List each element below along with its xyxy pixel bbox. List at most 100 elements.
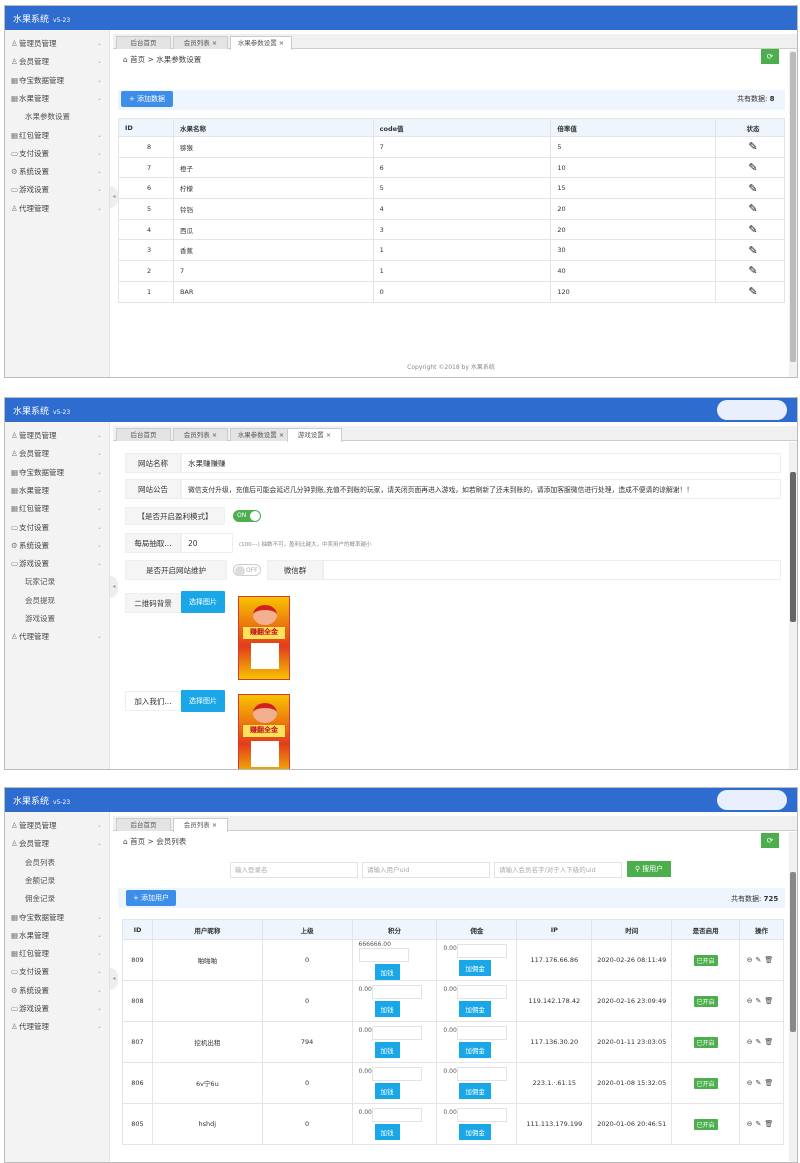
sidebar-collapse-handle[interactable]: ◂ bbox=[110, 576, 118, 598]
tab[interactable]: 水果参数设置 × bbox=[230, 36, 292, 50]
sidebar-item[interactable]: ▦ ⌄ 夺宝数据管理 bbox=[5, 909, 110, 927]
edit-icon[interactable]: ✎ bbox=[755, 1079, 765, 1087]
delete-icon[interactable]: 🗑 bbox=[764, 997, 777, 1005]
sidebar-item[interactable]: ⚙ ⌄ 系统设置 bbox=[5, 163, 110, 181]
status-badge[interactable]: 已开启 bbox=[693, 1036, 718, 1048]
sidebar-subitem[interactable]: 会员提现 bbox=[5, 592, 110, 610]
delete-icon[interactable]: 🗑 bbox=[764, 1079, 777, 1087]
status-badge[interactable]: 已开启 bbox=[693, 954, 718, 966]
draw-input[interactable]: 20 bbox=[181, 533, 233, 553]
status-badge[interactable]: 已开启 bbox=[693, 995, 718, 1007]
edit-icon[interactable]: ✎ bbox=[755, 1120, 765, 1128]
notice-input[interactable]: 微信支付升级，充值后可能会延迟几分钟到账,充值不到账的玩家，请关闭页面再进入游戏… bbox=[181, 479, 781, 499]
tab[interactable]: 后台首页 bbox=[116, 36, 171, 49]
edit-pencil-icon[interactable]: ✎ bbox=[748, 285, 758, 299]
commission-amount-input[interactable] bbox=[456, 1026, 507, 1040]
tab[interactable]: 游戏设置 × bbox=[287, 428, 342, 442]
add-user-button[interactable]: + 添加用户 bbox=[126, 890, 176, 906]
view-icon[interactable]: ⊖ bbox=[746, 1038, 756, 1046]
sidebar-subitem[interactable]: 游戏设置 bbox=[5, 610, 110, 628]
edit-pencil-icon[interactable]: ✎ bbox=[748, 243, 758, 257]
points-amount-input[interactable] bbox=[358, 948, 409, 962]
delete-icon[interactable]: 🗑 bbox=[764, 1038, 777, 1046]
sidebar-item[interactable]: ♙ ⌄ 管理员管理 bbox=[5, 427, 110, 445]
view-icon[interactable]: ⊖ bbox=[746, 956, 756, 964]
edit-icon[interactable]: ✎ bbox=[755, 956, 765, 964]
sidebar-collapse-handle[interactable]: ◂ bbox=[110, 968, 118, 990]
view-icon[interactable]: ⊖ bbox=[746, 1120, 756, 1128]
add-points-button[interactable]: 加钱 bbox=[374, 1124, 400, 1140]
edit-pencil-icon[interactable]: ✎ bbox=[748, 223, 758, 237]
edit-pencil-icon[interactable]: ✎ bbox=[748, 161, 758, 175]
sidebar-collapse-handle[interactable]: ◂ bbox=[110, 186, 118, 208]
sidebar-item[interactable]: ▦ ⌄ 水果管理 bbox=[5, 927, 110, 945]
sidebar-item[interactable]: ▭ ⌄ 游戏设置 bbox=[5, 1000, 110, 1018]
commission-amount-input[interactable] bbox=[456, 1067, 507, 1081]
site-name-input[interactable]: 水果赚赚赚 bbox=[181, 453, 781, 473]
sidebar-item[interactable]: ♙ ⌄ 代理管理 bbox=[5, 628, 110, 646]
edit-pencil-icon[interactable]: ✎ bbox=[748, 264, 758, 278]
refresh-button[interactable]: ⟳ bbox=[761, 49, 779, 64]
sidebar-item[interactable]: ▭ ⌄ 游戏设置 bbox=[5, 555, 110, 573]
sidebar-subitem[interactable]: 佣金记录 bbox=[5, 890, 110, 908]
add-commission-button[interactable]: 加佣金 bbox=[459, 1001, 491, 1017]
edit-pencil-icon[interactable]: ✎ bbox=[748, 202, 758, 216]
uid-input[interactable]: 请输入用户uid bbox=[362, 862, 490, 878]
sidebar-item[interactable]: ⚙ ⌄ 系统设置 bbox=[5, 537, 110, 555]
sidebar-item[interactable]: ▦ ⌄ 水果管理 bbox=[5, 90, 110, 108]
edit-icon[interactable]: ✎ bbox=[755, 997, 765, 1005]
add-commission-button[interactable]: 加佣金 bbox=[459, 1042, 491, 1058]
sidebar-item[interactable]: ⚙ ⌄ 系统设置 bbox=[5, 982, 110, 1000]
maintenance-toggle[interactable]: OFF bbox=[233, 564, 261, 576]
commission-amount-input[interactable] bbox=[456, 944, 507, 958]
tab[interactable]: 会员列表 × bbox=[173, 818, 228, 832]
sidebar-item[interactable]: ▦ ⌄ 夺宝数据管理 bbox=[5, 72, 110, 90]
sidebar-subitem[interactable]: 金额记录 bbox=[5, 872, 110, 890]
edit-pencil-icon[interactable]: ✎ bbox=[748, 140, 758, 154]
sidebar-subitem[interactable]: 水果参数设置 bbox=[5, 108, 110, 126]
sidebar-item[interactable]: ▦ ⌄ 水果管理 bbox=[5, 482, 110, 500]
tab[interactable]: 会员列表 × bbox=[173, 36, 228, 49]
sidebar-item[interactable]: ▭ ⌄ 支付设置 bbox=[5, 519, 110, 537]
add-points-button[interactable]: 加钱 bbox=[374, 1042, 400, 1058]
sidebar-item[interactable]: ♙ ⌄ 管理员管理 bbox=[5, 35, 110, 53]
scrollbar[interactable] bbox=[789, 442, 797, 769]
sidebar-item[interactable]: ▦ ⌄ 红包管理 bbox=[5, 127, 110, 145]
edit-icon[interactable]: ✎ bbox=[755, 1038, 765, 1046]
sidebar-item[interactable]: ♙ ⌄ 会员管理 bbox=[5, 835, 110, 853]
status-badge[interactable]: 已开启 bbox=[693, 1077, 718, 1089]
delete-icon[interactable]: 🗑 bbox=[764, 1120, 777, 1128]
tab[interactable]: 水果参数设置 × bbox=[230, 428, 292, 441]
add-commission-button[interactable]: 加佣金 bbox=[459, 960, 491, 976]
points-amount-input[interactable] bbox=[371, 1026, 422, 1040]
tab[interactable]: 后台首页 bbox=[116, 818, 171, 831]
view-icon[interactable]: ⊖ bbox=[746, 997, 756, 1005]
sidebar-item[interactable]: ▦ ⌄ 红包管理 bbox=[5, 945, 110, 963]
add-points-button[interactable]: 加钱 bbox=[374, 1083, 400, 1099]
qr-select-image-button[interactable]: 选择图片 bbox=[181, 591, 225, 613]
profit-mode-toggle[interactable]: ON bbox=[233, 510, 261, 522]
add-commission-button[interactable]: 加佣金 bbox=[459, 1083, 491, 1099]
sidebar-item[interactable]: ♙ ⌄ 管理员管理 bbox=[5, 817, 110, 835]
scrollbar[interactable] bbox=[789, 832, 797, 1162]
sidebar-item[interactable]: ♙ ⌄ 会员管理 bbox=[5, 445, 110, 463]
search-user-button[interactable]: ⚲ 搜用户 bbox=[627, 861, 671, 877]
points-amount-input[interactable] bbox=[371, 1067, 422, 1081]
points-amount-input[interactable] bbox=[371, 985, 422, 999]
add-commission-button[interactable]: 加佣金 bbox=[459, 1124, 491, 1140]
tab[interactable]: 后台首页 bbox=[116, 428, 171, 441]
breadcrumb-home[interactable]: 首页 bbox=[130, 837, 146, 846]
parent-uid-input[interactable]: 请输入会员名字/对于人下级的uid bbox=[494, 862, 622, 878]
breadcrumb-home[interactable]: 首页 bbox=[130, 55, 146, 64]
sidebar-item[interactable]: ♙ ⌄ 会员管理 bbox=[5, 53, 110, 71]
login-name-input[interactable]: 输入登录名 bbox=[230, 862, 358, 878]
add-points-button[interactable]: 加钱 bbox=[374, 1001, 400, 1017]
sidebar-item[interactable]: ▭ ⌄ 支付设置 bbox=[5, 963, 110, 981]
sidebar-subitem[interactable]: 玩家记录 bbox=[5, 573, 110, 591]
sidebar-item[interactable]: ▭ ⌄ 支付设置 bbox=[5, 145, 110, 163]
delete-icon[interactable]: 🗑 bbox=[764, 956, 777, 964]
sidebar-item[interactable]: ▦ ⌄ 红包管理 bbox=[5, 500, 110, 518]
view-icon[interactable]: ⊖ bbox=[746, 1079, 756, 1087]
edit-pencil-icon[interactable]: ✎ bbox=[748, 181, 758, 195]
sidebar-item[interactable]: ♙ ⌄ 代理管理 bbox=[5, 200, 110, 218]
